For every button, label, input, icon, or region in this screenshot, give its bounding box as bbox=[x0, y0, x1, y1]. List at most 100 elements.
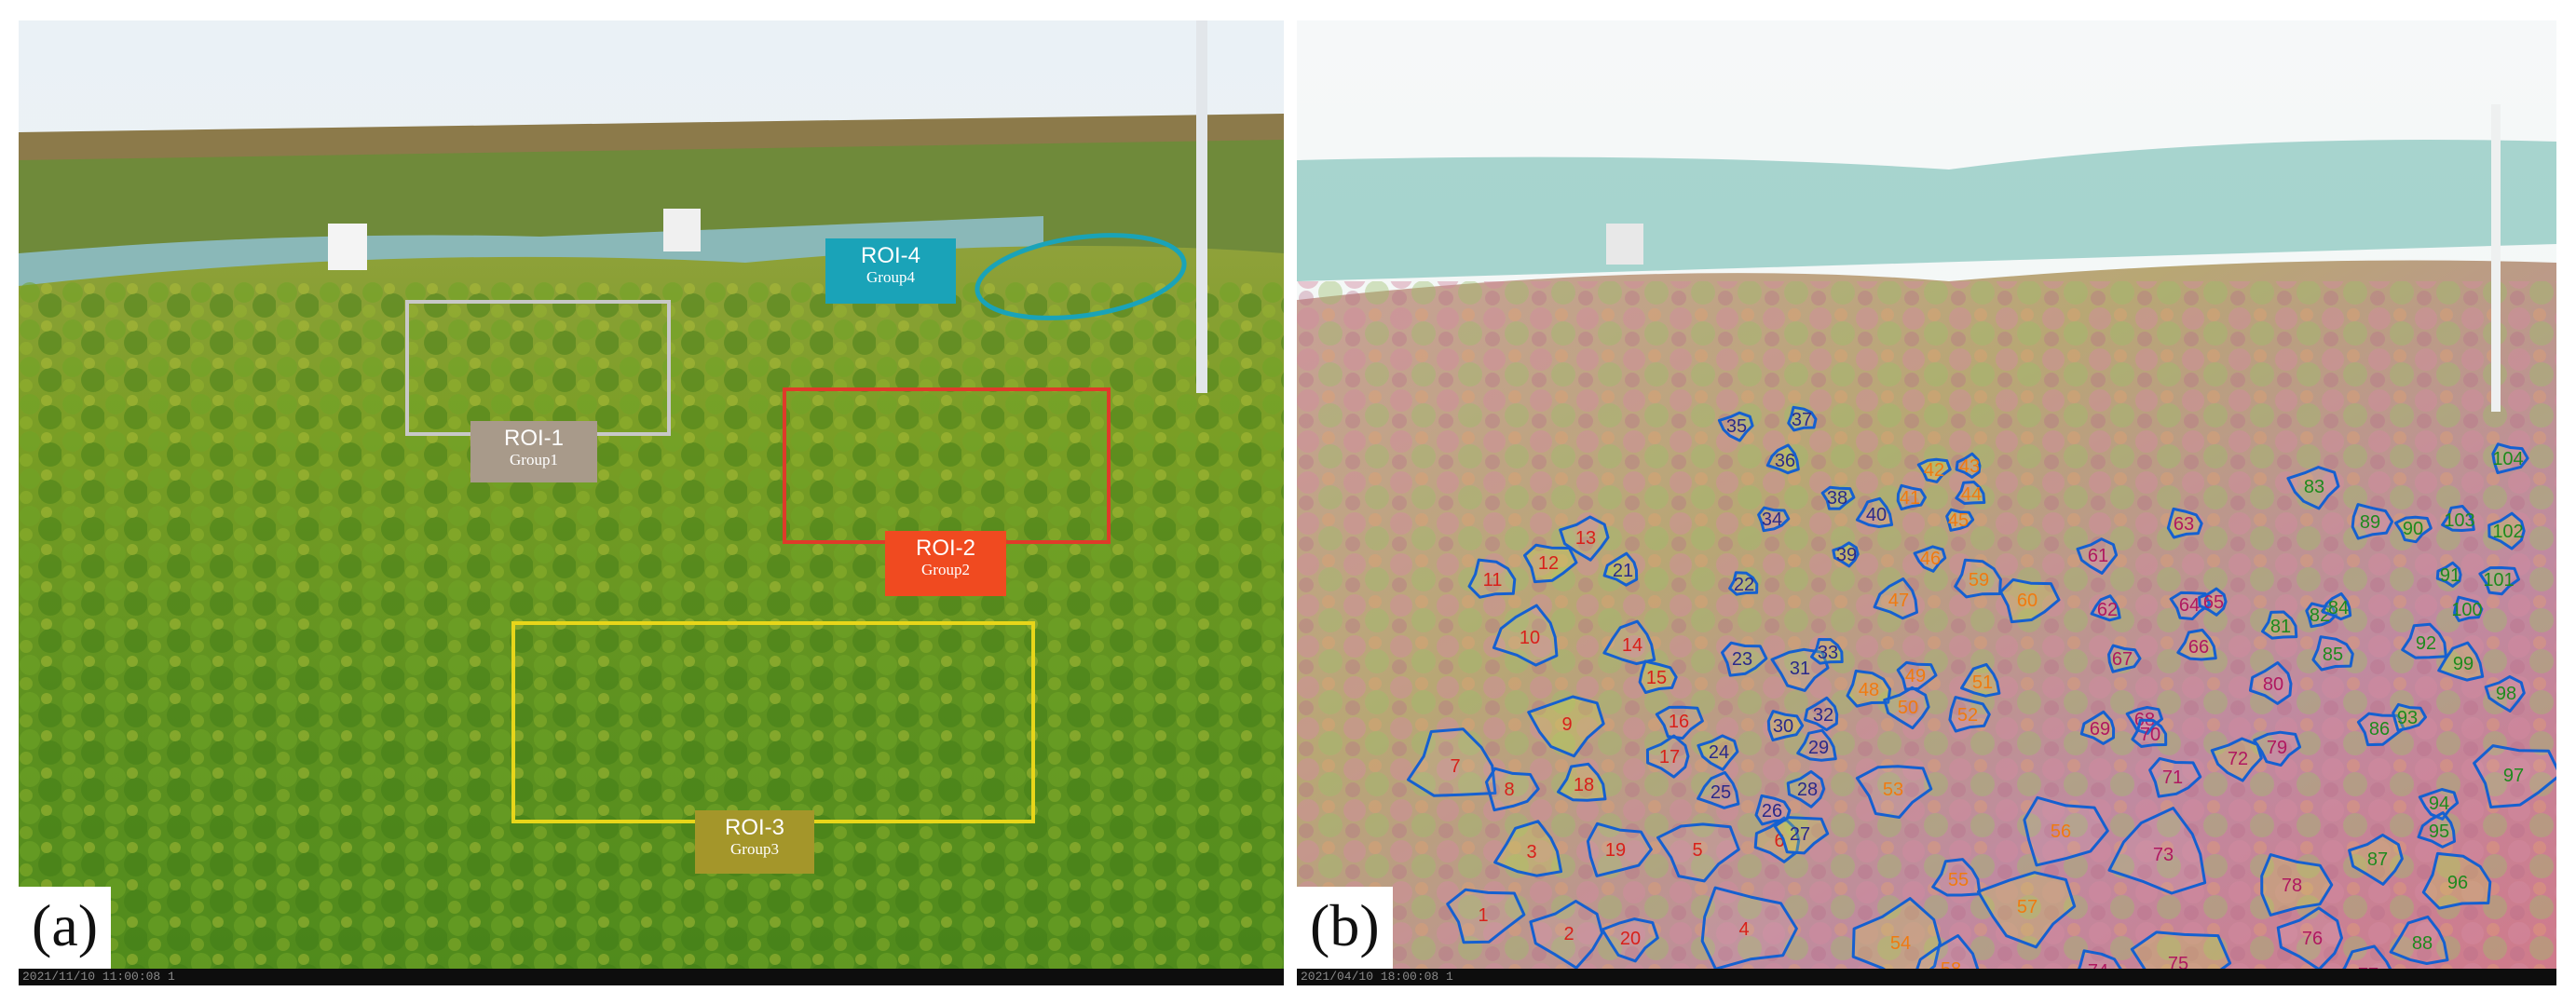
roi-1-tag: ROI-1 Group1 bbox=[470, 421, 597, 482]
crown-label-19: 19 bbox=[1605, 840, 1626, 861]
crown-label-20: 20 bbox=[1620, 929, 1641, 949]
crown-label-10: 10 bbox=[1520, 628, 1540, 648]
crown-outline-35 bbox=[1717, 411, 1754, 442]
crown-label-31: 31 bbox=[1790, 659, 1810, 679]
crown-label-47: 47 bbox=[1888, 591, 1909, 611]
crown-outline-13 bbox=[1559, 515, 1610, 562]
roi-3-tag: ROI-3 Group3 bbox=[695, 810, 814, 874]
crown-outline-25 bbox=[1697, 770, 1740, 809]
crown-label-16: 16 bbox=[1669, 712, 1689, 732]
crown-label-14: 14 bbox=[1622, 635, 1642, 656]
crown-outline-42 bbox=[1916, 457, 1952, 483]
crown-label-53: 53 bbox=[1883, 780, 1903, 800]
crown-outline-89 bbox=[2351, 503, 2394, 540]
crown-label-55: 55 bbox=[1948, 870, 1969, 890]
crown-outline-47 bbox=[1873, 577, 1918, 620]
crown-label-37: 37 bbox=[1792, 410, 1812, 430]
crown-label-69: 69 bbox=[2090, 719, 2110, 740]
crown-outline-51 bbox=[1960, 662, 2001, 698]
crown-label-7: 7 bbox=[1450, 756, 1460, 777]
crown-label-96: 96 bbox=[2447, 873, 2468, 893]
crown-label-76: 76 bbox=[2302, 929, 2323, 949]
roi-3-name: ROI-3 bbox=[724, 815, 784, 840]
crown-label-93: 93 bbox=[2397, 708, 2418, 728]
crown-outline-61 bbox=[2076, 537, 2119, 575]
crown-label-32: 32 bbox=[1813, 705, 1833, 726]
crown-outline-103 bbox=[2441, 505, 2475, 532]
crown-outline-101 bbox=[2478, 566, 2520, 596]
crown-outline-52 bbox=[1948, 696, 1991, 733]
crown-outline-98 bbox=[2484, 675, 2526, 713]
crown-outline-34 bbox=[1757, 506, 1791, 533]
crown-label-28: 28 bbox=[1797, 780, 1818, 800]
crown-outline-100 bbox=[2453, 595, 2484, 622]
crown-label-41: 41 bbox=[1900, 488, 1920, 509]
roi-3-box bbox=[511, 621, 1035, 823]
crown-label-79: 79 bbox=[2267, 738, 2287, 758]
crown-outline-37 bbox=[1787, 405, 1818, 432]
crown-outline-95 bbox=[2417, 811, 2456, 849]
crown-outline-29 bbox=[1796, 728, 1837, 762]
crown-outline-81 bbox=[2261, 610, 2298, 640]
crown-outline-38 bbox=[1820, 485, 1856, 510]
crown-outline-15 bbox=[1638, 659, 1678, 694]
crown-label-25: 25 bbox=[1711, 782, 1731, 803]
crown-label-72: 72 bbox=[2228, 749, 2248, 769]
crown-outline-57 bbox=[1976, 871, 2077, 949]
panel-b-label: (b) bbox=[1297, 887, 1393, 969]
roi-2-tag: ROI-2 Group2 bbox=[885, 531, 1006, 596]
crown-label-30: 30 bbox=[1773, 716, 1793, 737]
crown-outline-44 bbox=[1955, 481, 1986, 505]
crown-outline-16 bbox=[1655, 705, 1704, 740]
crown-label-15: 15 bbox=[1646, 668, 1667, 688]
crown-label-43: 43 bbox=[1959, 456, 1980, 477]
crown-label-39: 39 bbox=[1836, 545, 1857, 565]
crown-outline-55 bbox=[1931, 858, 1982, 897]
crown-label-50: 50 bbox=[1898, 698, 1918, 718]
crown-outline-22 bbox=[1728, 571, 1759, 596]
crown-outline-87 bbox=[2348, 834, 2404, 886]
crown-label-8: 8 bbox=[1504, 780, 1514, 800]
roi-3-group: Group3 bbox=[730, 840, 779, 858]
crown-label-80: 80 bbox=[2263, 674, 2283, 695]
crown-label-83: 83 bbox=[2304, 477, 2324, 497]
crown-outline-79 bbox=[2253, 730, 2302, 767]
crown-outline-20 bbox=[1601, 917, 1659, 963]
crown-label-66: 66 bbox=[2188, 637, 2209, 658]
crown-label-13: 13 bbox=[1575, 528, 1596, 549]
panel-a-label: (a) bbox=[19, 887, 112, 969]
crown-outline-65 bbox=[2198, 587, 2228, 617]
roi-2-box bbox=[783, 387, 1111, 544]
crown-outline-84 bbox=[2321, 592, 2352, 621]
crown-label-5: 5 bbox=[1692, 840, 1702, 861]
crown-outline-80 bbox=[2248, 661, 2293, 705]
photo-panel-a: ROI-1 Group1 ROI-2 Group2 ROI-3 Group3 R… bbox=[19, 20, 1284, 985]
crown-label-4: 4 bbox=[1738, 919, 1749, 940]
crown-outline-49 bbox=[1896, 660, 1938, 691]
crown-outline-63 bbox=[2166, 507, 2203, 539]
crown-outline-72 bbox=[2210, 737, 2263, 782]
roi-4-name: ROI-4 bbox=[860, 243, 920, 268]
crown-outline-67 bbox=[2107, 644, 2142, 673]
crown-label-94: 94 bbox=[2429, 794, 2449, 814]
crown-label-6: 6 bbox=[1774, 831, 1784, 851]
crown-label-91: 91 bbox=[2440, 565, 2460, 586]
crown-outline-66 bbox=[2176, 628, 2217, 661]
crown-label-90: 90 bbox=[2403, 519, 2423, 539]
crown-outline-46 bbox=[1913, 545, 1947, 573]
crown-outline-69 bbox=[2079, 710, 2116, 745]
photo-panel-b: 1 2 3 4 5 6 7 8 9 10 11 12 13 14 15 16 17 18 19 20 21 22 23 24 2… bbox=[1297, 20, 2556, 985]
crown-outline-12 bbox=[1523, 543, 1578, 584]
crown-outline-32 bbox=[1804, 696, 1839, 732]
crown-label-65: 65 bbox=[2203, 592, 2224, 613]
crown-label-48: 48 bbox=[1859, 680, 1879, 700]
crown-outline-18 bbox=[1557, 762, 1607, 802]
crown-label-104: 104 bbox=[2492, 449, 2523, 469]
crown-outline-2 bbox=[1529, 900, 1604, 970]
crown-label-18: 18 bbox=[1574, 775, 1594, 795]
crown-label-78: 78 bbox=[2282, 876, 2302, 896]
crown-label-98: 98 bbox=[2496, 684, 2516, 704]
crown-outline-39 bbox=[1832, 541, 1860, 568]
crown-outline-48 bbox=[1846, 669, 1892, 708]
